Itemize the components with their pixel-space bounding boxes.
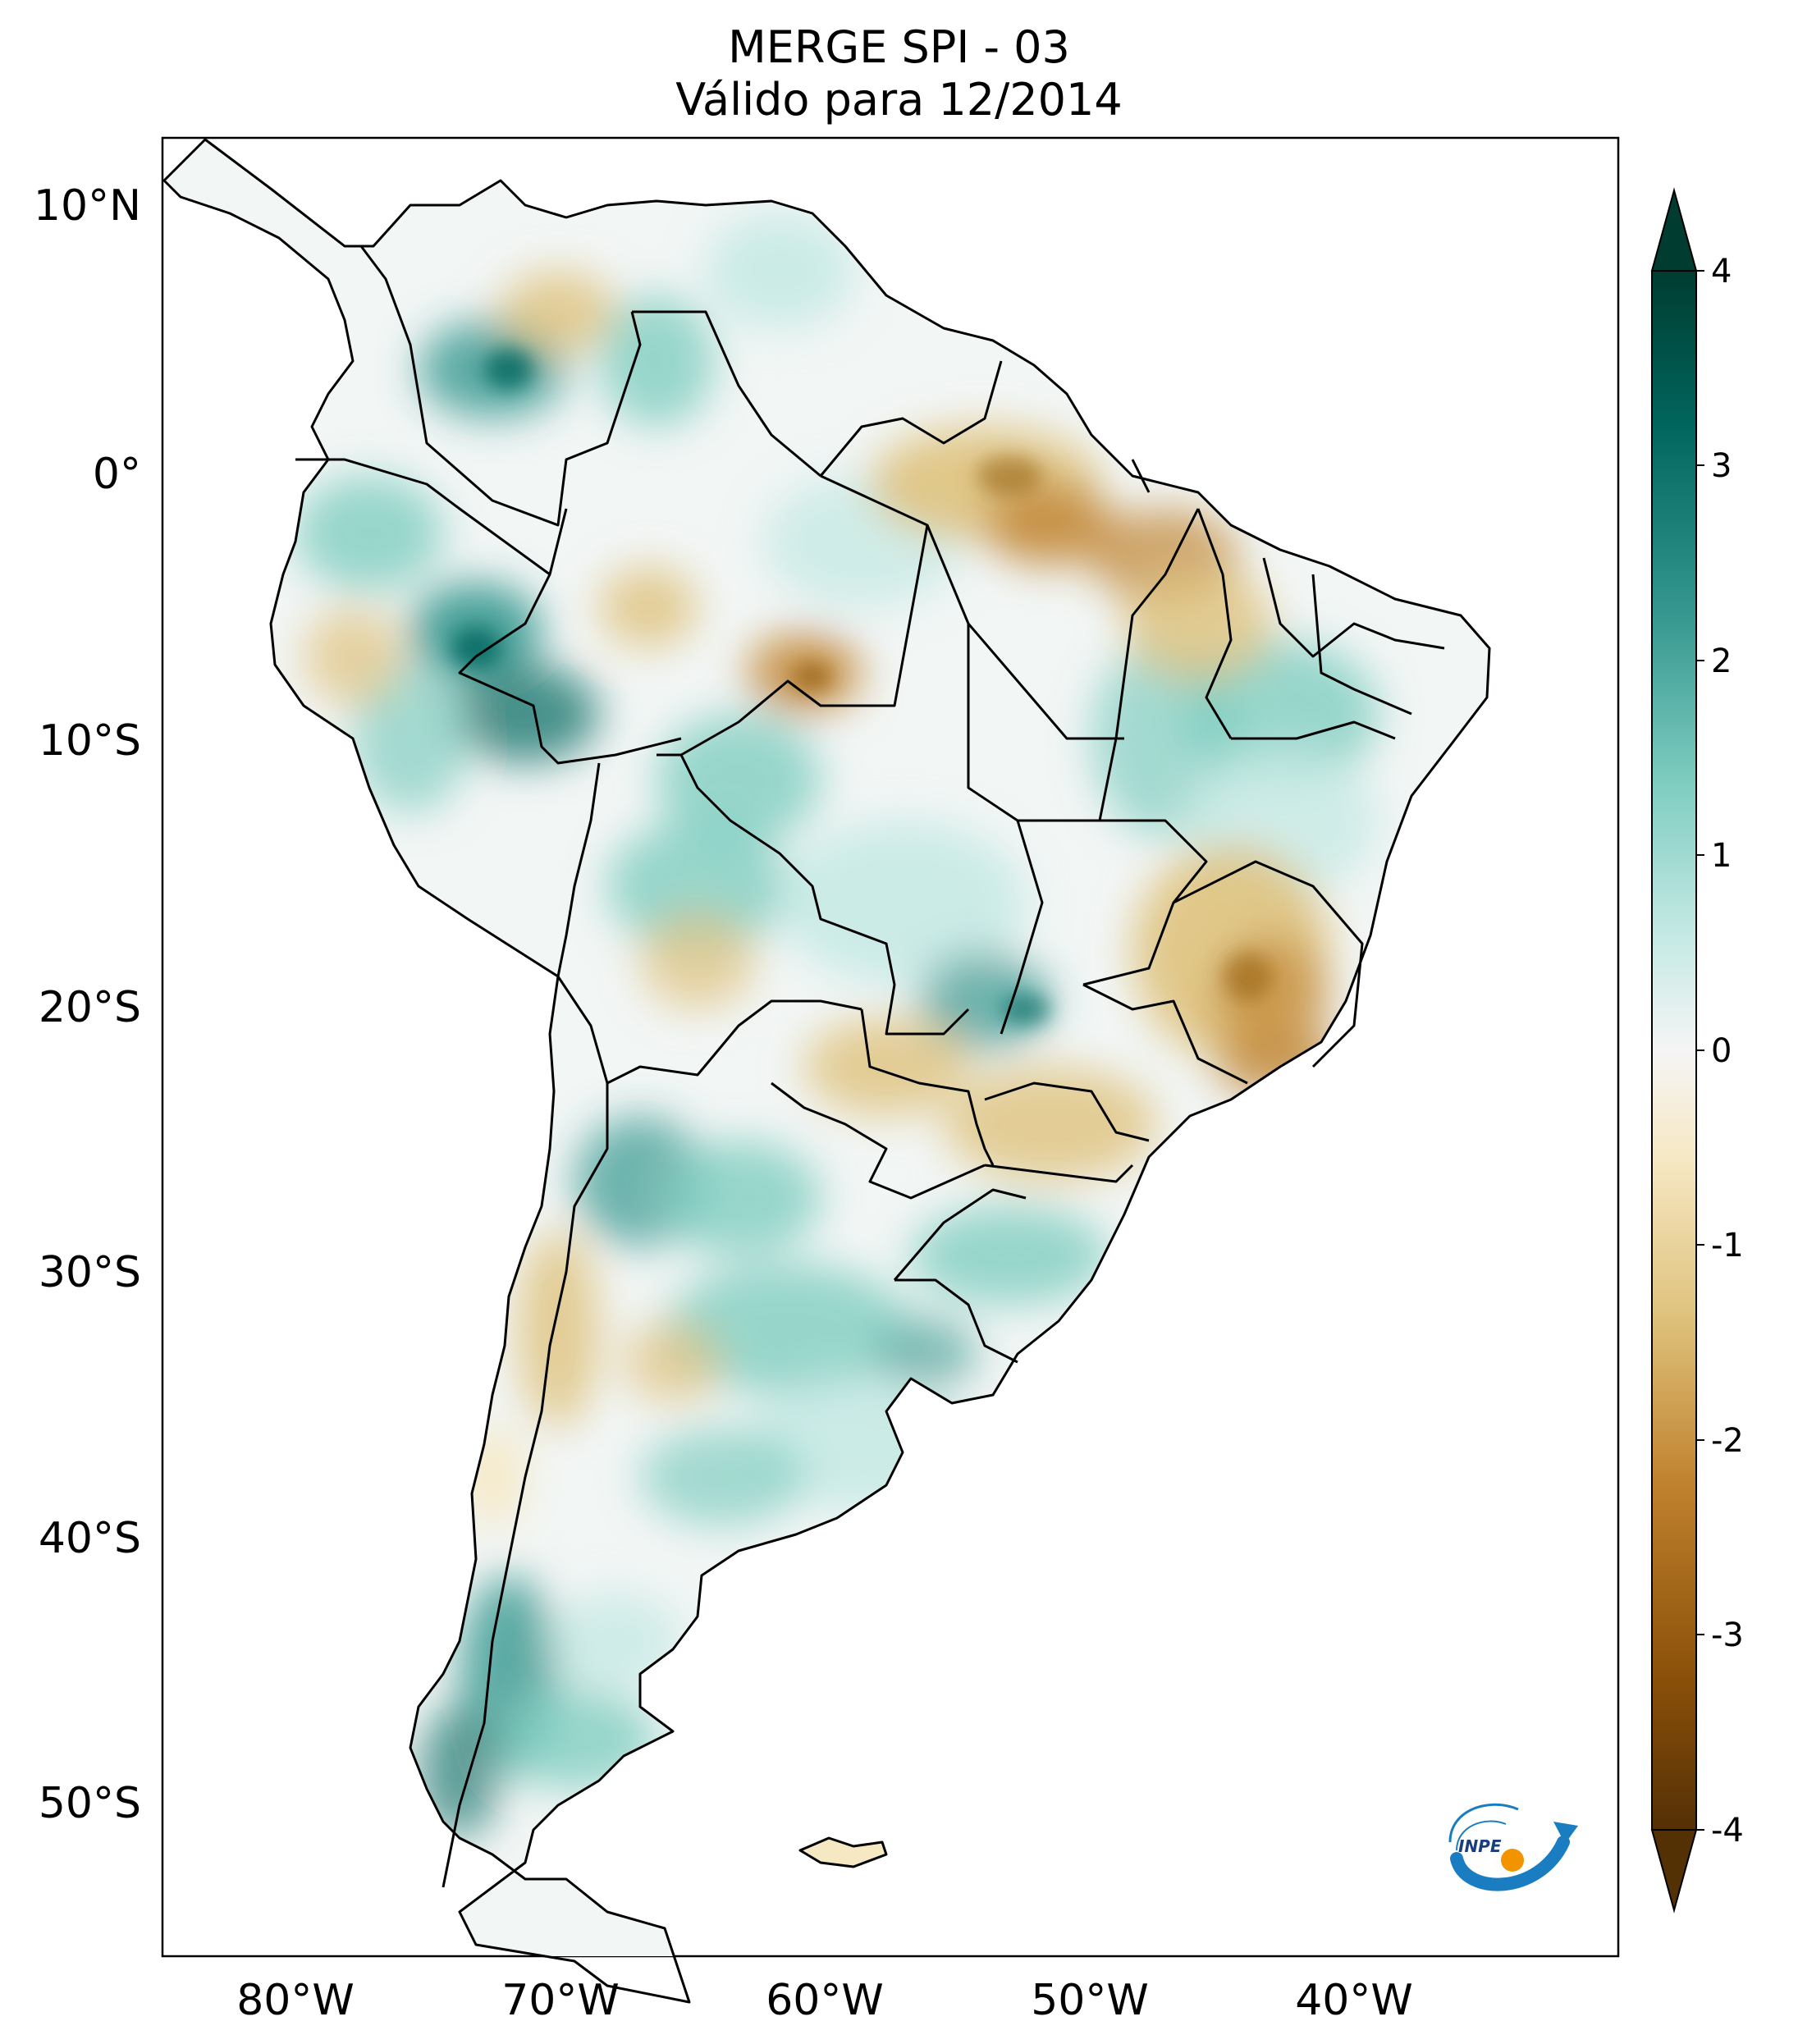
lat-label-0: 0° [93,450,141,499]
map-title: MERGE SPI - 03 [728,21,1070,73]
lon-label-40w: 40°W [1295,1976,1413,2025]
colorbar-tick-neg2: -2 [1711,1422,1744,1460]
spi-fine-detail [451,349,1272,1026]
border-colombia [359,245,642,527]
border-peru-brazil [458,574,682,765]
border-bolivia-brazil [679,754,970,1036]
border-goias [1082,819,1208,986]
colorbar-tick-4: 4 [1711,253,1732,290]
colorbar-tick-2: 2 [1711,642,1732,680]
border-guianas [819,360,1003,477]
border-minas [1173,860,1364,1068]
lat-label-50s: 50°S [39,1779,141,1828]
border-amapa [1131,459,1151,493]
border-maranhao [1196,508,1233,739]
border-ecuador [295,458,568,576]
border-para-south [926,524,1124,740]
colorbar-tick-1: 1 [1711,837,1732,875]
lat-axis: 10°N 0° 10°S 20°S 30°S 40°S 50°S [34,181,141,1828]
border-sp [1082,983,1248,1085]
border-uruguay [894,1278,1018,1364]
border-chile-argentina [441,1083,609,1888]
border-bahia-north [1231,720,1396,740]
lat-label-40s: 40°S [39,1514,141,1563]
colorbar-tick-neg3: -3 [1711,1616,1744,1654]
colorbar-tick-neg4: -4 [1711,1812,1744,1850]
lon-axis: 80°W 70°W 60°W 50°W 40°W [236,1976,1413,2025]
border-venezuela-brazil [632,310,821,478]
lat-label-10n: 10°N [34,181,141,231]
border-sc [984,1164,1134,1183]
border-peru-bolivia [556,762,601,977]
border-piaui [1262,557,1445,658]
lat-label-30s: 30°S [39,1248,141,1297]
lat-label-10s: 10°S [39,716,141,766]
lon-label-80w: 80°W [236,1976,355,2025]
border-parana [984,1081,1150,1142]
border-tocantins [1098,508,1200,821]
border-paraguay [860,1008,995,1166]
colorbar-tick-3: 3 [1711,447,1732,485]
border-amazonas [657,474,929,757]
lon-label-70w: 70°W [501,1976,620,2025]
map-subtitle: Válido para 12/2014 [675,74,1123,126]
border-mt-ms [1000,820,1044,1035]
border-paraguay-argentina [771,1081,986,1200]
lat-label-20s: 20°S [39,983,141,1032]
border-uruguay-brazil [893,1188,1027,1281]
logo-text: INPE [1458,1836,1502,1856]
inpe-logo: INPE [1448,1803,1578,1891]
lon-label-50w: 50°W [1031,1976,1149,2025]
map-boundaries [162,138,1491,2004]
falklands [798,1836,888,1868]
lon-label-60w: 60°W [766,1976,884,2025]
colorbar-extend-bottom [1650,1829,1698,1914]
colorbar-tick-0: 0 [1711,1032,1732,1070]
colorbar-bar [1651,270,1697,1831]
colorbar-extend-top [1650,187,1698,272]
colorbar: 4 3 2 1 0 -1 -2 -3 -4 [1650,187,1744,1914]
border-ceara [1311,574,1412,716]
border-bolivia-south [556,976,862,1085]
colorbar-tick-neg1: -1 [1711,1227,1744,1264]
